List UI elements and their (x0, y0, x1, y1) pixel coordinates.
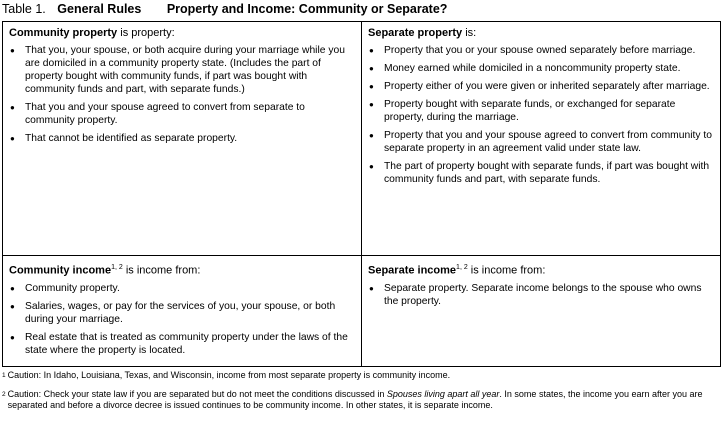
footnote-text: Caution: Check your state law if you are… (8, 389, 708, 411)
heading-footnote-ref: 1, 2 (456, 264, 468, 271)
cell: Separate income1, 2 is income from:Separ… (361, 255, 721, 367)
footnote-emphasis: Spouses living apart all year (386, 389, 500, 399)
bullet-item: Community property. (9, 282, 355, 295)
bullet-item: Salaries, wages, or pay for the services… (9, 300, 355, 326)
footnote-text: . In some states, the income you earn af… (7, 389, 703, 410)
footnote-text: Caution: Check your state law if you are… (7, 389, 385, 399)
bullet-item: Property bought with separate funds, or … (368, 98, 714, 124)
footnote-mark: 2 (2, 391, 6, 398)
cell-heading: Separate income1, 2 is income from: (368, 261, 714, 278)
table-name: General Rules (57, 2, 142, 16)
bullet-item: Property that you or your spouse owned s… (368, 44, 714, 57)
bullet-list: Separate property. Separate income belon… (368, 282, 714, 308)
heading-term: Community property (9, 27, 118, 39)
bullet-list: Community property. Salaries, wages, or p… (9, 282, 355, 357)
bullet-item: That you, your spouse, or both acquire d… (9, 44, 355, 96)
footnote-text: Caution: In Idaho, Louisiana, Texas, and… (7, 370, 451, 380)
footnote: 2 Caution: Check your state law if you ar… (2, 389, 708, 411)
bullet-item: That cannot be identified as separate pr… (9, 132, 355, 145)
cell-heading: Community income1, 2 is income from: (9, 261, 355, 278)
heading-term: Separate property (368, 27, 463, 39)
heading-rest: is: (465, 27, 477, 39)
footnote-mark: 1 (2, 372, 6, 379)
heading-term: Community income (9, 264, 112, 277)
heading-rest: is income from: (470, 264, 546, 277)
cell: Community property is property: That you,… (2, 21, 362, 256)
bullet-item: Property that you and your spouse agreed… (368, 129, 714, 155)
cell-heading: Community property is property: (9, 27, 355, 40)
bullet-item: Money earned while domiciled in a noncom… (368, 62, 714, 75)
heading-footnote-ref: 1, 2 (111, 264, 123, 271)
footnote: 1 Caution: In Idaho, Louisiana, Texas, an… (2, 370, 708, 381)
bullet-item: Property either of you were given or inh… (368, 80, 714, 93)
bullet-list: That you, your spouse, or both acquire d… (9, 44, 355, 145)
cell: Separate property is: Property that you o… (361, 21, 721, 256)
title: Table 1. General Rules Property and Inco… (2, 2, 447, 16)
heading-term: Separate income (368, 264, 457, 277)
table-subtitle: Property and Income: Community or Separa… (166, 2, 448, 16)
bullet-item: Separate property. Separate income belon… (368, 282, 714, 308)
bullet-item: The part of property bought with separat… (368, 160, 714, 186)
rules-table: Community property is property: That you,… (2, 21, 721, 367)
cell: Community income1, 2 is income from:Comm… (2, 255, 362, 367)
bullet-list: Property that you or your spouse owned s… (368, 44, 714, 186)
cell-heading: Separate property is: (368, 27, 714, 40)
bullet-item: Real estate that is treated as community… (9, 331, 355, 357)
table-label: Table 1. (2, 2, 46, 16)
heading-rest: is property: (120, 27, 175, 39)
bullet-item: That you and your spouse agreed to conve… (9, 101, 355, 127)
heading-rest: is income from: (125, 264, 201, 277)
